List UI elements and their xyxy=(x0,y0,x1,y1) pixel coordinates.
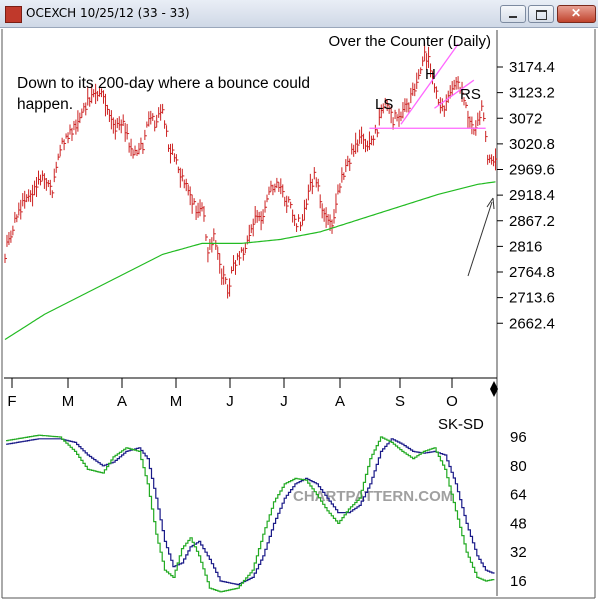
month-label: J xyxy=(280,393,288,410)
annotation-line-2: happen. xyxy=(17,96,73,113)
arrow-head xyxy=(486,197,495,210)
watermark: CHARTPATTERN.COM xyxy=(293,488,453,505)
stoch-tick-label: 96 xyxy=(510,429,527,446)
price-bars xyxy=(4,42,498,299)
trendline-upper xyxy=(434,79,475,109)
stoch-tick-label: 16 xyxy=(510,573,527,590)
maximize-button[interactable] xyxy=(528,5,554,23)
stoch-tick-label: 80 xyxy=(510,458,527,475)
price-y-axis: 3174.4 3123.2 3072 3020.8 2969.6 2918.4 2867.2… xyxy=(497,59,555,332)
y-tick-label: 3174.4 xyxy=(509,59,555,76)
y-tick-label: 2816 xyxy=(509,238,542,255)
close-button[interactable] xyxy=(557,5,596,23)
month-label: M xyxy=(170,393,183,410)
scroll-marker-icon xyxy=(490,381,498,397)
y-tick-label: 2713.6 xyxy=(509,290,555,307)
y-tick-label: 2764.8 xyxy=(509,264,555,281)
y-tick-label: 2969.6 xyxy=(509,162,555,179)
stoch-d-line xyxy=(6,438,495,586)
y-tick-label: 2867.2 xyxy=(509,213,555,230)
title-bar[interactable]: OCEXCH 10/25/12 (33 - 33) xyxy=(0,0,598,28)
arrow-shaft xyxy=(467,201,493,277)
month-label: S xyxy=(395,393,405,410)
month-label: M xyxy=(62,393,75,410)
pattern-label-ls: LS xyxy=(375,96,393,113)
month-label: O xyxy=(446,393,458,410)
pattern-label-rs: RS xyxy=(460,86,481,103)
pattern-label-h: H xyxy=(425,66,436,83)
stoch-y-axis: 96 80 64 48 32 16 xyxy=(510,429,527,590)
head-and-shoulders-pattern xyxy=(369,43,486,129)
month-label: J xyxy=(226,393,234,410)
stoch-tick-label: 32 xyxy=(510,544,527,561)
month-label: A xyxy=(335,393,345,410)
stoch-tick-label: 64 xyxy=(510,487,527,504)
stoch-tick-label: 48 xyxy=(510,515,527,532)
bounce-arrow xyxy=(467,197,495,277)
stoch-title: SK-SD xyxy=(438,416,484,433)
trendline-lower xyxy=(400,43,459,125)
y-tick-label: 2918.4 xyxy=(509,187,555,204)
ma200-line xyxy=(4,181,496,341)
y-tick-label: 3123.2 xyxy=(509,85,555,102)
minimize-button[interactable] xyxy=(500,5,526,23)
price-chart-title: Over the Counter (Daily) xyxy=(328,33,491,50)
y-tick-label: 3020.8 xyxy=(509,136,555,153)
y-tick-label: 3072 xyxy=(509,110,542,127)
window-title: OCEXCH 10/25/12 (33 - 33) xyxy=(26,6,190,20)
y-tick-label: 2662.4 xyxy=(509,315,555,332)
stoch-k-line xyxy=(6,434,495,593)
annotation-line-1: Down to its 200-day where a bounce could xyxy=(17,75,310,92)
annotation-text: Down to its 200-day where a bounce could… xyxy=(17,75,310,113)
month-label: A xyxy=(117,393,127,410)
app-icon xyxy=(5,6,22,23)
month-label: F xyxy=(7,393,16,410)
